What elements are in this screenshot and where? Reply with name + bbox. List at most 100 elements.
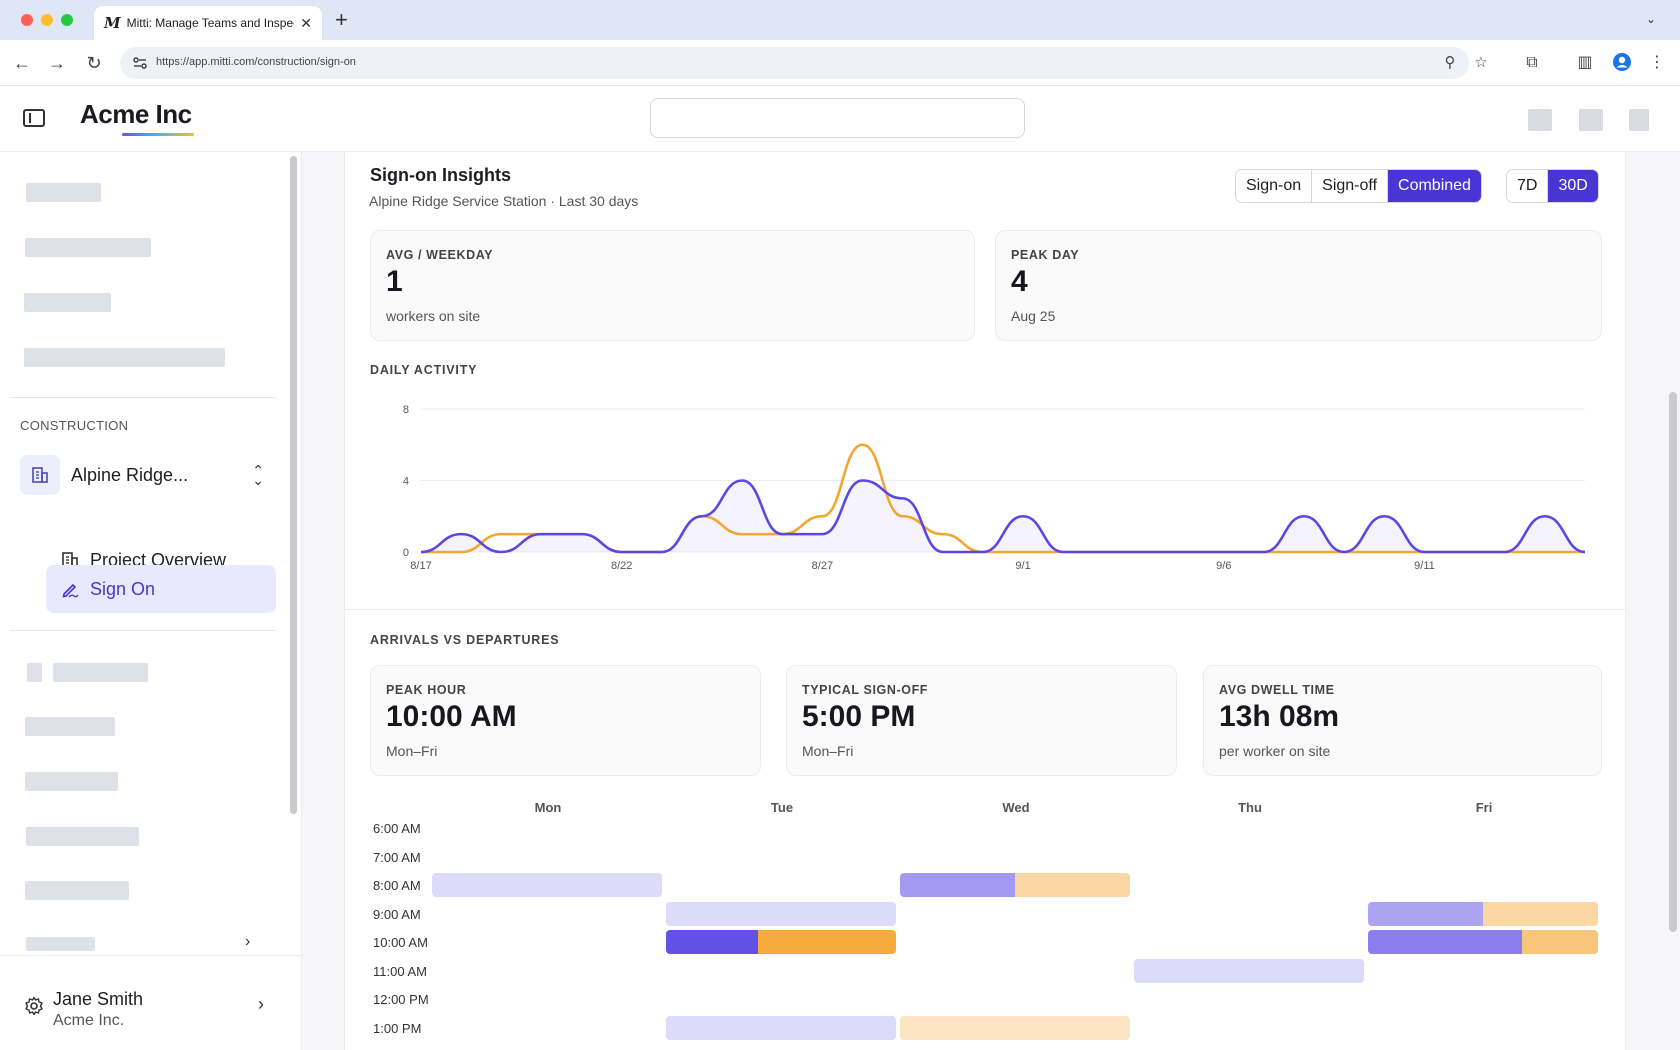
mode-sign-on-button[interactable]: Sign-on <box>1236 170 1313 202</box>
project-name: Alpine Ridge... <box>71 464 189 485</box>
tab-search-chevron-icon[interactable]: ⌄ <box>1645 12 1657 26</box>
signature-icon <box>62 583 79 598</box>
sidebar-item-label: Project Overview <box>90 549 227 570</box>
heatmap-arrivals-segment <box>1368 901 1483 926</box>
heatmap-time-label: 7:00 AM <box>373 849 421 865</box>
daily-activity-chart: 0 4 8 8/17 8/22 8/27 9/1 9/6 9/11 <box>403 404 1586 572</box>
bookmark-star-icon[interactable]: ☆ <box>1474 54 1488 71</box>
gear-icon[interactable] <box>24 996 44 1016</box>
sidebar-item-sign-on[interactable]: Sign On <box>46 565 276 613</box>
chart-x-tick-label: 9/11 <box>1414 560 1435 572</box>
heatmap-day-label: Wed <box>1002 800 1030 815</box>
stat-value: 10:00 AM <box>386 700 517 733</box>
building-icon <box>20 455 60 495</box>
heatmap-arrivals-segment <box>1368 930 1523 954</box>
heatmap-cell[interactable] <box>900 1015 1130 1040</box>
chart-y-tick-label: 8 <box>403 404 409 416</box>
chart-series-line-0[interactable] <box>420 479 1586 554</box>
stat-label: AVG / WEEKDAY <box>386 248 494 262</box>
sidebar-toggle-icon[interactable] <box>23 109 45 127</box>
heatmap-arrivals-segment <box>1134 958 1364 983</box>
browser-menu-icon[interactable]: ⋮ <box>1649 54 1665 71</box>
heatmap-cell[interactable] <box>1368 901 1598 926</box>
heatmap-cell[interactable] <box>666 1015 896 1040</box>
chart-x-tick-label: 9/1 <box>1015 560 1030 572</box>
heatmap-cell[interactable] <box>900 873 1130 897</box>
browser-tab[interactable]: M Mitti: Manage Teams and Inspect... ✕ <box>94 6 322 40</box>
browser-tab-bar: M Mitti: Manage Teams and Inspect... ✕ +… <box>0 0 1680 40</box>
brand-logo[interactable]: Acme Inc <box>80 99 194 136</box>
heatmap-time-label: 6:00 AM <box>373 821 421 836</box>
new-tab-icon[interactable]: + <box>335 7 348 32</box>
heatmap-day-label: Mon <box>534 800 562 815</box>
chart-x-tick-label: 8/27 <box>812 560 833 572</box>
back-arrow-icon[interactable]: ← <box>13 53 31 73</box>
stat-card-avg-weekday: AVG / WEEKDAY 1 workers on site <box>370 230 975 341</box>
sidebar-scrollbar[interactable] <box>290 156 297 814</box>
heatmap-time-label: 1:00 PM <box>373 1020 422 1036</box>
side-panel-icon[interactable]: ▥ <box>1577 54 1593 71</box>
search-input[interactable] <box>650 98 1025 138</box>
address-bar[interactable]: https://app.mitti.com/construction/sign-… <box>120 47 1488 79</box>
chevron-up-down-icon: ⌃ ⌄ <box>252 462 264 488</box>
reload-icon[interactable]: ↻ <box>86 53 102 73</box>
header-action-placeholder-1[interactable] <box>1528 109 1552 131</box>
stat-label: AVG DWELL TIME <box>1219 683 1335 697</box>
chart-x-tick-label: 9/6 <box>1216 560 1231 572</box>
header-action-placeholder-2[interactable] <box>1579 109 1603 131</box>
daily-activity-heading: DAILY ACTIVITY <box>370 363 478 377</box>
heatmap-cell[interactable] <box>1134 958 1364 983</box>
stat-label: TYPICAL SIGN-OFF <box>802 683 929 697</box>
tab-close-icon[interactable]: ✕ <box>300 14 312 31</box>
minimize-window-button[interactable] <box>41 14 53 26</box>
zoom-icon[interactable]: ⚲ <box>1444 54 1456 71</box>
heatmap-cell[interactable] <box>666 930 896 954</box>
header-action-placeholder-3[interactable] <box>1629 109 1649 131</box>
maximize-window-button[interactable] <box>61 14 73 26</box>
user-profile-row[interactable]: Jane Smith Acme Inc. › <box>0 955 302 1050</box>
heatmap-day-label: Tue <box>770 800 794 815</box>
forward-arrow-icon[interactable]: → <box>48 53 66 73</box>
stat-label: PEAK HOUR <box>386 683 467 697</box>
heatmap-day-label: Fri <box>1475 800 1493 815</box>
sidebar-divider <box>10 397 276 398</box>
sidebar-item-project-overview[interactable]: Project Overview <box>46 536 276 584</box>
range-30d-button[interactable]: 30D <box>1548 170 1598 202</box>
nav-skeleton <box>25 881 129 900</box>
tab-title: Mitti: Manage Teams and Inspect... <box>126 16 295 30</box>
stat-value: 4 <box>1011 265 1028 298</box>
close-window-button[interactable] <box>21 14 33 26</box>
mode-sign-off-button[interactable]: Sign-off <box>1312 170 1389 202</box>
project-switcher[interactable]: Alpine Ridge... ⌃ ⌄ <box>20 453 276 497</box>
profile-avatar-icon[interactable] <box>1611 52 1633 74</box>
site-settings-icon[interactable] <box>132 55 148 71</box>
heatmap-departures-segment <box>758 930 896 954</box>
nav-skeleton <box>26 937 95 951</box>
chart-y-tick-label: 0 <box>403 547 409 559</box>
stat-note: Aug 25 <box>1011 308 1056 324</box>
stat-note: workers on site <box>386 308 481 324</box>
range-7d-button[interactable]: 7D <box>1507 170 1549 202</box>
sign-on-insights-panel: Sign-on Insights Alpine Ridge Service St… <box>344 152 1627 1050</box>
page-title: Sign-on Insights <box>370 165 511 185</box>
extensions-puzzle-icon[interactable]: ⧉ <box>1526 54 1538 71</box>
stat-note: Mon–Fri <box>386 743 438 759</box>
chevron-right-icon[interactable]: › <box>245 933 251 950</box>
chevron-right-icon[interactable]: › <box>258 994 264 1014</box>
mode-combined-button[interactable]: Combined <box>1388 170 1481 202</box>
stat-value: 5:00 PM <box>802 700 916 733</box>
main-content: Sign-on Insights Alpine Ridge Service St… <box>302 152 1680 1050</box>
main-scrollbar[interactable] <box>1669 392 1677 932</box>
site-logo-icon: M <box>104 14 121 32</box>
sidebar-divider <box>10 630 276 631</box>
sidebar: CONSTRUCTION Alpine Ridge... ⌃ ⌄ Project … <box>0 152 302 1050</box>
heatmap-cell[interactable] <box>666 901 896 926</box>
heatmap-arrivals-segment <box>666 930 758 954</box>
heatmap-time-label: 12:00 PM <box>373 992 429 1007</box>
browser-toolbar: ← → ↻ https://app.mitti.com/construction… <box>0 40 1680 86</box>
chart-x-tick-label: 8/22 <box>611 560 632 572</box>
stat-card-peak-day: PEAK DAY 4 Aug 25 <box>995 230 1602 341</box>
heatmap-cell[interactable] <box>432 873 662 897</box>
user-name: Jane Smith <box>53 989 144 1009</box>
heatmap-cell[interactable] <box>1368 930 1598 954</box>
